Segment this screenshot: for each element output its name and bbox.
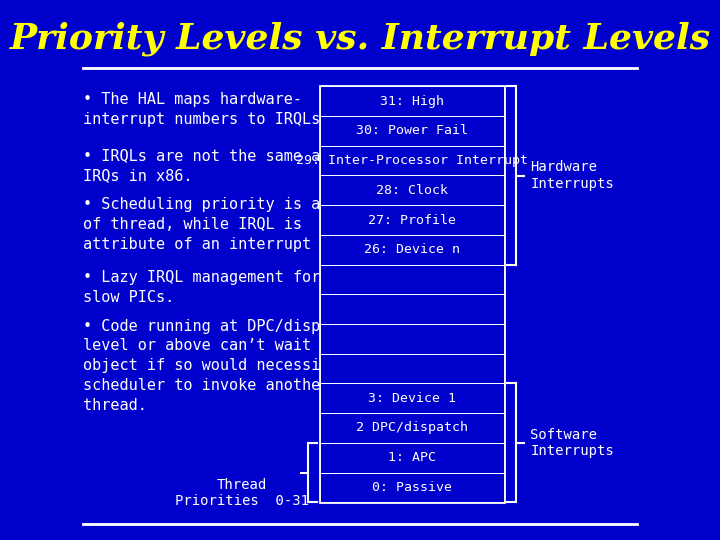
Bar — [320, 205, 504, 235]
Bar — [320, 265, 504, 294]
Bar — [320, 413, 504, 443]
Text: • The HAL maps hardware-
interrupt numbers to IRQLs.: • The HAL maps hardware- interrupt numbe… — [83, 92, 330, 126]
Text: 28: Clock: 28: Clock — [376, 184, 448, 197]
Text: 31: High: 31: High — [380, 94, 444, 108]
Text: 2 DPC/dispatch: 2 DPC/dispatch — [356, 421, 468, 435]
Text: • Code running at DPC/dispatch
level or above can’t wait on
object if so would n: • Code running at DPC/dispatch level or … — [83, 319, 357, 413]
Bar — [320, 354, 504, 383]
Text: Thread
Priorities  0-31: Thread Priorities 0-31 — [175, 478, 309, 508]
Text: 30: Power Fail: 30: Power Fail — [356, 124, 468, 138]
Text: 29: Inter-Processor Interrupt: 29: Inter-Processor Interrupt — [296, 154, 528, 167]
Bar — [320, 235, 504, 265]
Text: Priority Levels vs. Interrupt Levels: Priority Levels vs. Interrupt Levels — [9, 22, 711, 56]
Text: Software
Interrupts: Software Interrupts — [530, 428, 614, 458]
Text: 27: Profile: 27: Profile — [368, 213, 456, 227]
Bar — [320, 176, 504, 205]
Bar — [320, 294, 504, 324]
Bar — [320, 116, 504, 146]
Text: • IRQLs are not the same as
IRQs in x86.: • IRQLs are not the same as IRQs in x86. — [83, 148, 330, 183]
Bar — [320, 86, 504, 502]
Text: 1: APC: 1: APC — [388, 451, 436, 464]
Text: 3: Device 1: 3: Device 1 — [368, 392, 456, 405]
Bar — [320, 146, 504, 176]
Bar — [320, 383, 504, 413]
Bar — [320, 443, 504, 472]
Text: • Lazy IRQL management for
slow PICs.: • Lazy IRQL management for slow PICs. — [83, 270, 320, 305]
Text: • Scheduling priority is attribute
of thread, while IRQL is
attribute of an inte: • Scheduling priority is attribute of th… — [83, 197, 393, 252]
Text: 0: Passive: 0: Passive — [372, 481, 452, 494]
Bar — [320, 472, 504, 502]
Bar — [320, 324, 504, 354]
Text: Hardware
Interrupts: Hardware Interrupts — [530, 160, 614, 191]
Text: 26: Device n: 26: Device n — [364, 243, 460, 256]
Bar — [320, 86, 504, 116]
